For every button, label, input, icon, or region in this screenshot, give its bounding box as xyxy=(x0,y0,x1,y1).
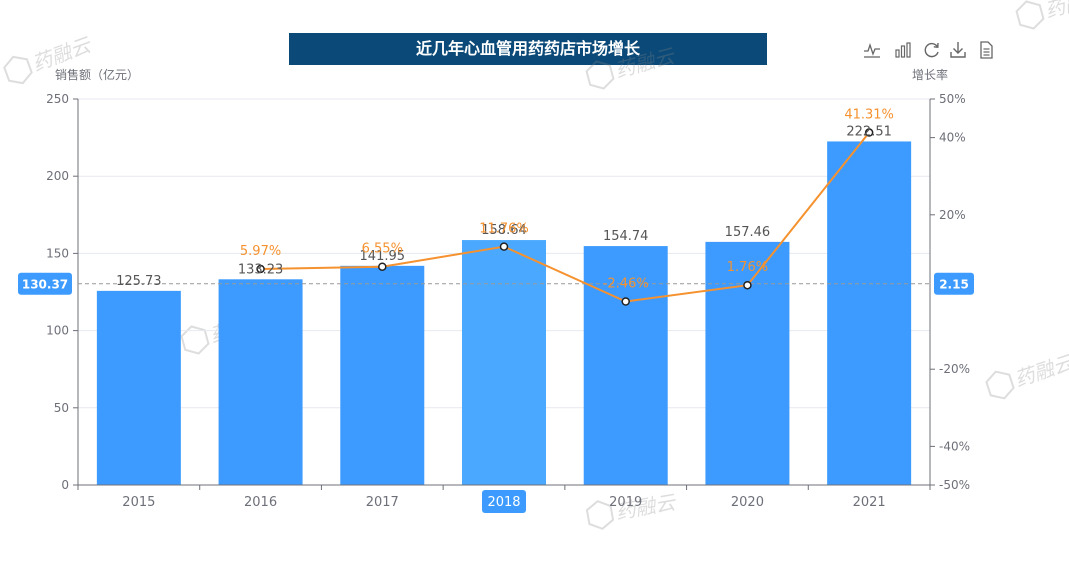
growth-rate-label: -2.46% xyxy=(603,276,649,291)
growth-rate-label: 6.55% xyxy=(362,242,403,257)
growth-rate-label: 1.76% xyxy=(727,260,768,275)
y-right-tick-label: -40% xyxy=(939,439,970,453)
watermark-hexagon xyxy=(585,60,615,90)
growth-point-2019[interactable] xyxy=(621,297,630,306)
y-left-tick-label: 150 xyxy=(46,246,69,260)
watermark-text: 药融云 xyxy=(1012,349,1069,391)
right-axis-title: 增长率 xyxy=(912,67,948,82)
watermark-hexagon xyxy=(1015,0,1045,30)
watermark-hexagon xyxy=(180,325,210,355)
y-left-tick-label: 0 xyxy=(61,478,69,492)
y-right-tick-label: 40% xyxy=(939,131,966,145)
x-tick-label: 2020 xyxy=(731,495,764,510)
growth-point-2018[interactable] xyxy=(499,242,509,251)
watermark-text: 药融云 xyxy=(1042,0,1069,22)
bar-value-label: 141.95 xyxy=(360,249,406,264)
x-tick-label: 2018 xyxy=(487,495,520,510)
y-left-tick-label: 100 xyxy=(46,324,69,338)
y-right-tick-label: 50% xyxy=(939,92,966,106)
bar-value-label: 158.64 xyxy=(481,223,527,238)
y-left-tick-label: 50 xyxy=(54,401,69,415)
bar-value-label: 125.73 xyxy=(116,274,162,289)
growth-rate-label: 41.31% xyxy=(844,108,894,123)
growth-rate-line xyxy=(260,131,870,303)
bar-chart-icon[interactable] xyxy=(893,40,913,60)
download-icon[interactable] xyxy=(948,40,968,60)
bar-value-label: 154.74 xyxy=(603,229,649,244)
toolbox xyxy=(862,40,997,60)
watermark-logo: 药融云 xyxy=(1015,0,1069,30)
x-highlight-badge xyxy=(482,490,526,513)
refresh-icon[interactable] xyxy=(922,40,942,60)
x-tick-label: 2019 xyxy=(609,495,642,510)
y-left-tick-label: 250 xyxy=(46,92,69,106)
bar-2018[interactable] xyxy=(462,240,546,485)
watermark-logo: 药融云 xyxy=(985,349,1069,400)
bar-2019[interactable] xyxy=(583,246,668,485)
bar-value-label: 133.23 xyxy=(238,262,284,277)
crosshair-right-badge xyxy=(934,272,974,295)
y-right-tick-label: 20% xyxy=(939,208,966,222)
x-tick-label: 2017 xyxy=(366,495,399,510)
bar-2015[interactable] xyxy=(96,290,181,485)
crosshair-right-value: 2.15 xyxy=(939,278,969,292)
growth-point-2017[interactable] xyxy=(378,262,387,271)
growth-rate-label: 5.97% xyxy=(240,244,281,259)
y-right-tick-label: -50% xyxy=(939,478,970,492)
chart-title: 近几年心血管用药药店市场增长 xyxy=(289,33,767,65)
bar-value-label: 157.46 xyxy=(725,225,771,240)
growth-point-2016[interactable] xyxy=(256,264,265,274)
bar-value-label: 222.51 xyxy=(846,124,892,139)
data-view-icon[interactable] xyxy=(976,40,996,60)
crosshair-left-value: 130.37 xyxy=(22,278,68,292)
y-right-tick-label: -20% xyxy=(939,362,970,376)
y-left-tick-label: 200 xyxy=(46,169,69,183)
left-axis-title: 销售额（亿元） xyxy=(55,67,139,82)
watermark-hexagon xyxy=(3,55,33,85)
bar-2016[interactable] xyxy=(218,279,303,485)
bar-2020[interactable] xyxy=(705,241,790,485)
growth-rate-label: 11.76% xyxy=(479,222,529,237)
bar-2021[interactable] xyxy=(827,141,912,485)
x-tick-label: 2021 xyxy=(853,495,886,510)
watermark-hexagon xyxy=(985,370,1015,400)
x-tick-label: 2015 xyxy=(122,495,155,510)
crosshair-left-badge xyxy=(18,272,72,295)
bar-2017[interactable] xyxy=(340,265,425,485)
line-chart-icon[interactable] xyxy=(862,40,882,60)
watermark-text: 药融云 xyxy=(612,43,678,82)
watermark-logo: 药融云 xyxy=(585,43,678,90)
watermark-hexagon xyxy=(585,500,615,530)
growth-point-2020[interactable] xyxy=(743,280,752,290)
growth-point-2021[interactable] xyxy=(864,128,874,137)
x-tick-label: 2016 xyxy=(244,495,277,510)
